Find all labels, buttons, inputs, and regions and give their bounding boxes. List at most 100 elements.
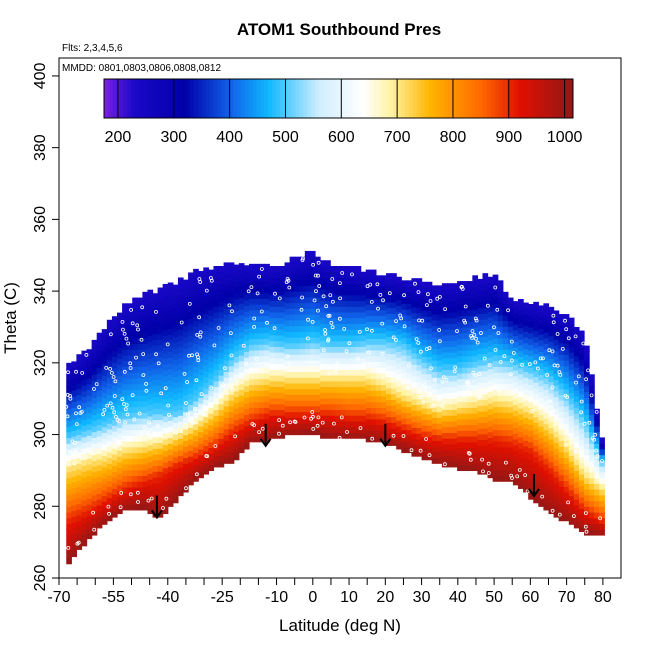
heatmap-cell (523, 319, 529, 327)
observation-point (330, 299, 335, 304)
heatmap-cell (86, 498, 93, 505)
observation-point (496, 331, 501, 335)
colorbar-segment (381, 79, 386, 118)
heatmap-cell (203, 393, 209, 401)
heatmap-cell (518, 459, 524, 466)
heatmap-cell (294, 314, 301, 321)
heatmap-cell (111, 465, 118, 472)
heatmap-cell (223, 446, 230, 453)
heatmap-cell (167, 351, 174, 358)
heatmap-cell (269, 352, 275, 359)
heatmap-cell (441, 346, 448, 353)
colorbar-segment (119, 79, 125, 118)
heatmap-cell (406, 314, 413, 322)
heatmap-cell (462, 378, 468, 385)
heatmap-cell (167, 311, 174, 318)
heatmap-cell (523, 428, 529, 436)
heatmap-cell (558, 451, 565, 459)
heatmap-cell (487, 380, 494, 387)
heatmap-cell (264, 275, 270, 282)
heatmap-cell (127, 354, 133, 362)
heatmap-cell (472, 464, 479, 472)
observation-point (424, 437, 429, 441)
heatmap-cell (106, 514, 113, 522)
heatmap-cell (111, 356, 118, 363)
heatmap-cell (294, 371, 301, 378)
heatmap-cell (147, 318, 154, 325)
heatmap-cell (467, 315, 473, 322)
heatmap-cell (396, 408, 402, 416)
heatmap-cell (137, 481, 143, 488)
observation-point (394, 319, 399, 324)
heatmap-cell (380, 281, 387, 288)
heatmap-cell (497, 320, 504, 327)
heatmap-cell (284, 400, 291, 407)
heatmap-cell (117, 410, 123, 417)
heatmap-cell (177, 306, 184, 313)
heatmap-cell (127, 498, 133, 505)
observation-point (136, 500, 140, 504)
heatmap-cell (452, 386, 458, 393)
arrow-marker (379, 423, 392, 448)
heatmap-cell (289, 262, 296, 269)
heatmap-cell (117, 324, 123, 331)
y-axis-label: Theta (C) (1, 282, 20, 354)
heatmap-cell (81, 419, 88, 426)
heatmap-cell (122, 320, 128, 327)
heatmap-cell (218, 346, 225, 353)
heatmap-cell (502, 326, 509, 333)
heatmap-cell (365, 286, 372, 294)
heatmap-cell (502, 291, 509, 299)
heatmap-cell (512, 341, 519, 348)
observation-point (369, 299, 374, 304)
heatmap-cell (320, 260, 326, 267)
heatmap-cell (406, 429, 413, 436)
heatmap-cell (553, 499, 560, 507)
observation-point (184, 486, 188, 491)
heatmap-cell (127, 441, 133, 448)
heatmap-cell (314, 256, 321, 264)
heatmap-cell (314, 354, 321, 361)
heatmap-cell (213, 403, 220, 411)
heatmap-cell (91, 385, 98, 393)
heatmap-cell (203, 468, 209, 475)
colorbar-segment (518, 79, 523, 118)
heatmap-cell (446, 306, 453, 313)
heatmap-cell (111, 385, 118, 392)
heatmap-cell (355, 363, 362, 370)
heatmap-cell (259, 286, 265, 294)
heatmap-cell (457, 453, 463, 460)
heatmap-cell (533, 474, 539, 481)
heatmap-cell (370, 384, 377, 391)
heatmap-cell (568, 495, 575, 502)
observation-point (112, 394, 117, 398)
heatmap-cell (462, 332, 468, 340)
heatmap-cell (492, 360, 499, 368)
heatmap-cell (375, 315, 382, 322)
observation-point (593, 457, 597, 461)
heatmap-cell (264, 430, 270, 437)
heatmap-cell (553, 442, 560, 449)
heatmap-cell (101, 489, 108, 497)
heatmap-cell (320, 369, 326, 376)
heatmap-cell (487, 420, 494, 427)
heatmap-cell (238, 309, 245, 316)
observation-point (277, 431, 281, 436)
colorbar-segment (197, 79, 203, 118)
heatmap-cell (512, 347, 519, 354)
heatmap-cell (416, 444, 423, 451)
colorbar-segment (385, 79, 390, 118)
heatmap-cell (457, 292, 463, 299)
heatmap-cell (533, 422, 539, 429)
heatmap-cell (218, 266, 225, 273)
heatmap-cell (233, 448, 240, 455)
heatmap-cell (91, 431, 98, 439)
heatmap-cell (340, 346, 347, 353)
colorbar-segment (107, 79, 113, 118)
heatmap-cell (553, 396, 560, 403)
heatmap-cell (538, 305, 545, 312)
y-tick-label: 340 (32, 278, 49, 305)
heatmap-cell (96, 510, 103, 517)
heatmap-cell (193, 372, 199, 379)
heatmap-cell (482, 313, 489, 320)
